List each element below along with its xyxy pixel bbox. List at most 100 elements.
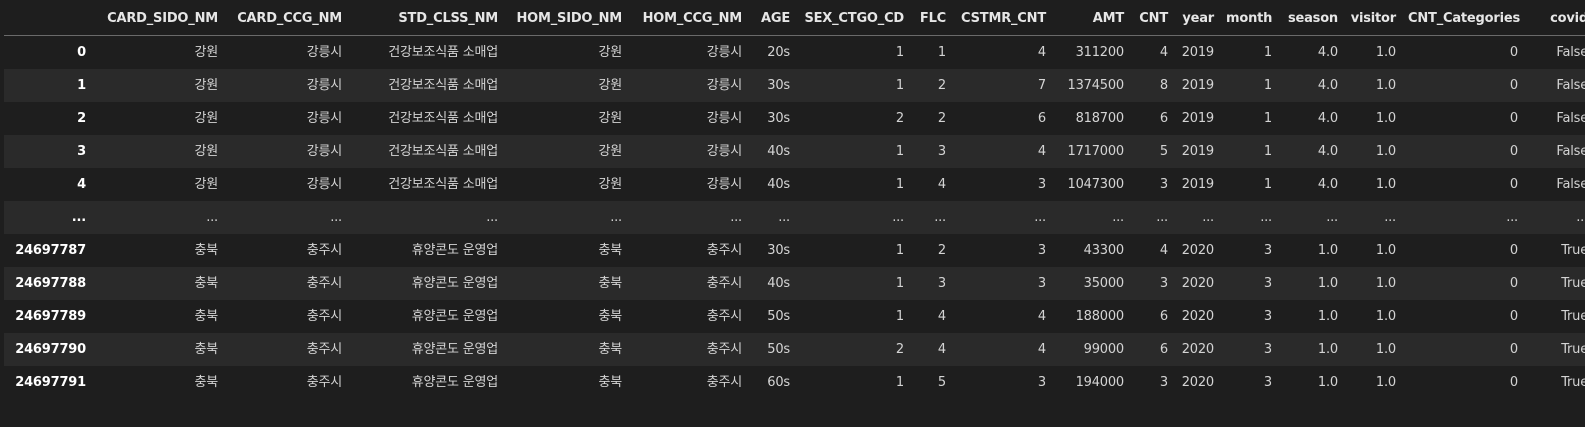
cell-month: 1 xyxy=(1263,45,1272,60)
cell-cnt-categories: ... xyxy=(1506,210,1518,225)
cell-amt: 99000 xyxy=(1083,342,1125,357)
cell-sex-ctgo-cd: ... xyxy=(892,210,904,225)
cell-card-ccg-nm: 충주시 xyxy=(306,375,342,390)
cell-std-clss-nm: ... xyxy=(486,210,498,225)
table-row: 24697789 충북 충주시 휴양콘도 운영업 충북 충주시 50s 1 4 4 188000 6 2… xyxy=(4,300,1585,333)
cell-std-clss-nm: 건강보조식품 소매업 xyxy=(388,144,498,159)
cell-visitor: 1.0 xyxy=(1375,111,1396,126)
cell-hom-sido-nm: 강원 xyxy=(598,111,622,126)
cell-hom-ccg-nm: 강릉시 xyxy=(706,45,742,60)
cell-month: 1 xyxy=(1263,144,1272,159)
cell-card-ccg-nm: 강릉시 xyxy=(306,144,342,159)
cell-card-ccg-nm: 강릉시 xyxy=(306,177,342,192)
header-row: CARD_SIDO_NM CARD_CCG_NM STD_CLSS_NM HOM_SI… xyxy=(4,2,1585,36)
cell-cnt-categories: 0 xyxy=(1509,45,1518,60)
cell-season: ... xyxy=(1326,210,1338,225)
column-header-covid: covid xyxy=(1524,2,1585,36)
column-header-cstmr-cnt: CSTMR_CNT xyxy=(952,2,1052,36)
cell-season: 4.0 xyxy=(1317,144,1338,159)
row-index: 2 xyxy=(77,111,86,126)
cell-sex-ctgo-cd: 1 xyxy=(895,375,904,390)
cell-flc: 3 xyxy=(937,144,946,159)
cell-flc: 2 xyxy=(937,78,946,93)
cell-sex-ctgo-cd: 1 xyxy=(895,177,904,192)
cell-month: 3 xyxy=(1263,309,1272,324)
cell-month: 3 xyxy=(1263,276,1272,291)
row-index: 0 xyxy=(77,45,86,60)
cell-amt: 43300 xyxy=(1083,243,1125,258)
cell-card-ccg-nm: 충주시 xyxy=(306,276,342,291)
column-header-age: AGE xyxy=(748,2,796,36)
cell-hom-ccg-nm: 충주시 xyxy=(706,243,742,258)
cell-cnt: 5 xyxy=(1159,144,1168,159)
cell-month: 1 xyxy=(1263,111,1272,126)
cell-season: 4.0 xyxy=(1317,45,1338,60)
cell-age: 40s xyxy=(767,276,790,291)
cell-visitor: 1.0 xyxy=(1375,276,1396,291)
cell-flc: 1 xyxy=(937,45,946,60)
cell-hom-sido-nm: 강원 xyxy=(598,78,622,93)
cell-std-clss-nm: 건강보조식품 소매업 xyxy=(388,111,498,126)
cell-sex-ctgo-cd: 1 xyxy=(895,243,904,258)
cell-sex-ctgo-cd: 1 xyxy=(895,276,904,291)
cell-cnt-categories: 0 xyxy=(1509,309,1518,324)
cell-covid: True xyxy=(1561,276,1585,291)
cell-visitor: ... xyxy=(1384,210,1396,225)
cell-hom-ccg-nm: ... xyxy=(730,210,742,225)
cell-amt: 1047300 xyxy=(1067,177,1125,192)
cell-cnt: 3 xyxy=(1159,177,1168,192)
cell-hom-ccg-nm: 강릉시 xyxy=(706,177,742,192)
cell-age: 30s xyxy=(767,111,790,126)
cell-std-clss-nm: 휴양콘도 운영업 xyxy=(411,243,498,258)
cell-cstmr-cnt: ... xyxy=(1034,210,1046,225)
cell-covid: False xyxy=(1556,45,1585,60)
cell-flc: 4 xyxy=(937,309,946,324)
cell-amt: 35000 xyxy=(1083,276,1125,291)
cell-month: 1 xyxy=(1263,78,1272,93)
cell-hom-sido-nm: 강원 xyxy=(598,144,622,159)
cell-flc: 4 xyxy=(937,177,946,192)
cell-hom-ccg-nm: 충주시 xyxy=(706,309,742,324)
cell-age: 40s xyxy=(767,144,790,159)
row-index: 4 xyxy=(77,177,86,192)
cell-year: 2020 xyxy=(1181,276,1214,291)
cell-card-sido-nm: 충북 xyxy=(194,342,218,357)
cell-hom-ccg-nm: 강릉시 xyxy=(706,111,742,126)
dataframe-table: CARD_SIDO_NM CARD_CCG_NM STD_CLSS_NM HOM_SI… xyxy=(4,2,1585,399)
cell-age: 50s xyxy=(767,342,790,357)
cell-amt: ... xyxy=(1112,210,1124,225)
row-index: 24697787 xyxy=(15,243,86,258)
cell-cstmr-cnt: 7 xyxy=(1037,78,1046,93)
cell-month: 3 xyxy=(1263,375,1272,390)
cell-year: 2020 xyxy=(1181,342,1214,357)
cell-card-ccg-nm: 충주시 xyxy=(306,243,342,258)
cell-year: 2019 xyxy=(1181,177,1214,192)
cell-sex-ctgo-cd: 1 xyxy=(895,144,904,159)
cell-month: 3 xyxy=(1263,342,1272,357)
cell-card-sido-nm: 충북 xyxy=(194,276,218,291)
cell-age: ... xyxy=(778,210,790,225)
table-row: 1 강원 강릉시 건강보조식품 소매업 강원 강릉시 30s 1 2 7 1374500 8 2019 1… xyxy=(4,69,1585,102)
cell-std-clss-nm: 휴양콘도 운영업 xyxy=(411,276,498,291)
row-index: 3 xyxy=(77,144,86,159)
cell-hom-sido-nm: 충북 xyxy=(598,276,622,291)
table-row: ........................................… xyxy=(4,201,1585,234)
cell-cstmr-cnt: 3 xyxy=(1037,243,1046,258)
row-index: 1 xyxy=(77,78,86,93)
cell-age: 30s xyxy=(767,78,790,93)
cell-season: 1.0 xyxy=(1317,243,1338,258)
table-row: 4 강원 강릉시 건강보조식품 소매업 강원 강릉시 40s 1 4 3 1047300 3 2019 1… xyxy=(4,168,1585,201)
cell-age: 40s xyxy=(767,177,790,192)
cell-visitor: 1.0 xyxy=(1375,78,1396,93)
cell-visitor: 1.0 xyxy=(1375,144,1396,159)
cell-hom-ccg-nm: 충주시 xyxy=(706,375,742,390)
cell-covid: False xyxy=(1556,177,1585,192)
cell-card-sido-nm: ... xyxy=(206,210,218,225)
cell-year: 2020 xyxy=(1181,375,1214,390)
cell-age: 20s xyxy=(767,45,790,60)
cell-year: 2020 xyxy=(1181,243,1214,258)
cell-card-ccg-nm: 강릉시 xyxy=(306,78,342,93)
cell-cstmr-cnt: 4 xyxy=(1037,309,1046,324)
cell-cstmr-cnt: 4 xyxy=(1037,45,1046,60)
cell-year: 2020 xyxy=(1181,309,1214,324)
